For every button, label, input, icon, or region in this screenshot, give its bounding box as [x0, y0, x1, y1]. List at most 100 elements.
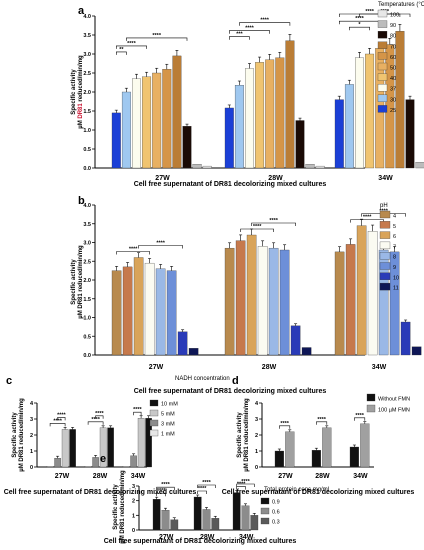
bar-27W-40 — [142, 76, 152, 169]
significance-label: **** — [202, 480, 211, 486]
significance-bracket: **** — [57, 412, 66, 421]
y-tick-label: 1 — [255, 449, 258, 455]
legend-swatch-90 — [377, 20, 388, 28]
y-tick-label: 3.0 — [83, 52, 91, 58]
legend-entry: 60 — [390, 55, 396, 61]
bar-27W-60 — [162, 69, 172, 169]
bracket-line — [229, 30, 270, 34]
significance-bracket: **** — [229, 26, 270, 34]
y-tick-label: 2.0 — [83, 278, 91, 284]
legend-swatch-10 — [379, 272, 391, 280]
significance-label: ** — [119, 47, 124, 53]
legend: pH 4 5 6 7 8 9 10 11 — [379, 203, 399, 292]
significance-bracket: **** — [133, 407, 142, 416]
y-tick-label: 3 — [30, 417, 33, 423]
bar-28W-7 — [257, 246, 268, 356]
significance-bracket: **** — [116, 41, 147, 49]
legend-swatch-5 — [379, 221, 391, 229]
bracket-line — [229, 36, 250, 40]
bar-27W-8 — [155, 268, 166, 356]
y-axis-label-dr81: DR81 — [78, 103, 84, 119]
y-tick-label: 3.5 — [83, 222, 91, 228]
bar-28W-40 — [255, 62, 265, 169]
legend-entry: 10 mM — [161, 402, 178, 408]
panel-label: b — [78, 195, 85, 207]
bar-28W-70 — [285, 40, 295, 169]
legend-swatch-3 mM — [149, 419, 159, 427]
significance-bracket: **** — [49, 418, 66, 427]
bar-28W-10 — [290, 325, 301, 356]
bar-34W-Without FMN — [349, 446, 359, 468]
y-axis-label: Specific activityµM DR81 reduced/min/mg — [71, 55, 84, 129]
significance-label: **** — [241, 479, 250, 485]
y-tick-label: 1.5 — [83, 297, 91, 303]
legend-entry: 100 µM FMN — [378, 408, 410, 414]
y-tick-label: 1 — [132, 513, 135, 519]
bar-28W-3 mM — [92, 457, 99, 468]
bar-34W-1 mM — [122, 466, 130, 468]
y-axis-label: Specific activityµM DR81 reduced/min/mg — [113, 470, 126, 544]
significance-label: **** — [363, 215, 372, 221]
bracket-line — [57, 417, 66, 421]
x-tick-label: 27W — [55, 473, 70, 480]
legend-swatch-100 — [377, 9, 388, 18]
y-axis-label-line2: µM DR81 reduced/min/mg — [78, 245, 84, 319]
bar-28W-0.6 — [202, 509, 211, 531]
x-tick-label: 28W — [200, 534, 215, 541]
legend-entry: 6 — [393, 234, 396, 240]
legend-swatch-10 mM — [149, 399, 159, 407]
bracket-line — [95, 415, 104, 419]
bar-28W-11 — [301, 347, 312, 356]
bar-27W-100 — [202, 165, 212, 169]
y-tick-label: 3 — [255, 417, 258, 423]
legend-swatch-30 — [377, 94, 388, 102]
legend-entry: 80 — [390, 34, 396, 40]
significance-label: **** — [355, 16, 364, 22]
bar-28W-Without FMN — [311, 450, 321, 468]
x-tick-label: 34W — [239, 534, 254, 541]
significance-bracket: **** — [156, 482, 175, 491]
legend-swatch-60 — [377, 52, 388, 60]
legend-entry: 8 — [393, 255, 396, 261]
y-axis-label: Specific activityµM DR81 reduced/min/mg — [71, 245, 84, 319]
bar-27W-80 — [182, 126, 192, 169]
panel-c: c 0 1 2 3 4 Specific activityµM DR81 reduced/m… — [4, 375, 230, 496]
bar-27W-100 µM FMN — [285, 431, 295, 468]
legend-swatch-5 mM — [149, 409, 159, 417]
bracket-line — [138, 245, 183, 249]
bar-34W-5 — [345, 244, 356, 356]
bar-27W-0.9 — [152, 499, 161, 531]
bar-28W-50 — [265, 59, 275, 169]
y-tick-label: 0 — [30, 465, 33, 471]
legend-title: Temperatures (°C) — [378, 2, 424, 8]
bar-34W-10 — [400, 321, 411, 356]
bracket-line — [251, 222, 296, 226]
legend-entry: 0.3 — [272, 520, 280, 526]
legend-swatch-4 — [379, 210, 391, 219]
bracket-line — [236, 486, 246, 490]
legend-swatch-0.3 — [260, 517, 270, 525]
significance-label: **** — [57, 412, 66, 418]
legend: NADH concentration 10 mM 5 mM 3 mM 1 mM — [149, 376, 230, 438]
y-axis-label-line2: µM DR81 reduced/min/mg — [244, 398, 250, 472]
bar-34W-0.9 — [232, 492, 241, 531]
y-axis-label-line1: Specific activity — [237, 412, 243, 458]
bracket-line — [197, 484, 216, 488]
bar-27W-37 — [132, 78, 141, 169]
bar-28W-10 mM — [107, 427, 114, 468]
y-tick-label: 1.5 — [83, 109, 91, 115]
x-tick-label: 28W — [93, 473, 108, 480]
legend-entry: 0.9 — [272, 500, 280, 506]
y-axis-label-line2: µM DR81 reduced/min/mg — [19, 398, 25, 472]
legend-swatch-40 — [377, 73, 388, 81]
significance-label: **** — [161, 482, 170, 488]
y-tick-label: 4 — [30, 401, 34, 407]
bar-27W-5 mM — [61, 429, 69, 468]
bracket-line — [240, 228, 274, 232]
bar-34W-7 — [367, 231, 378, 356]
y-axis-label-line1: Specific activity — [71, 259, 77, 305]
bracket-line — [316, 421, 328, 425]
legend-entry: 7 — [393, 244, 396, 250]
panel-b: b 0.0 0.5 1.0 1.5 2.0 2.5 3.0 3.5 4.0 Specific act… — [71, 195, 422, 395]
